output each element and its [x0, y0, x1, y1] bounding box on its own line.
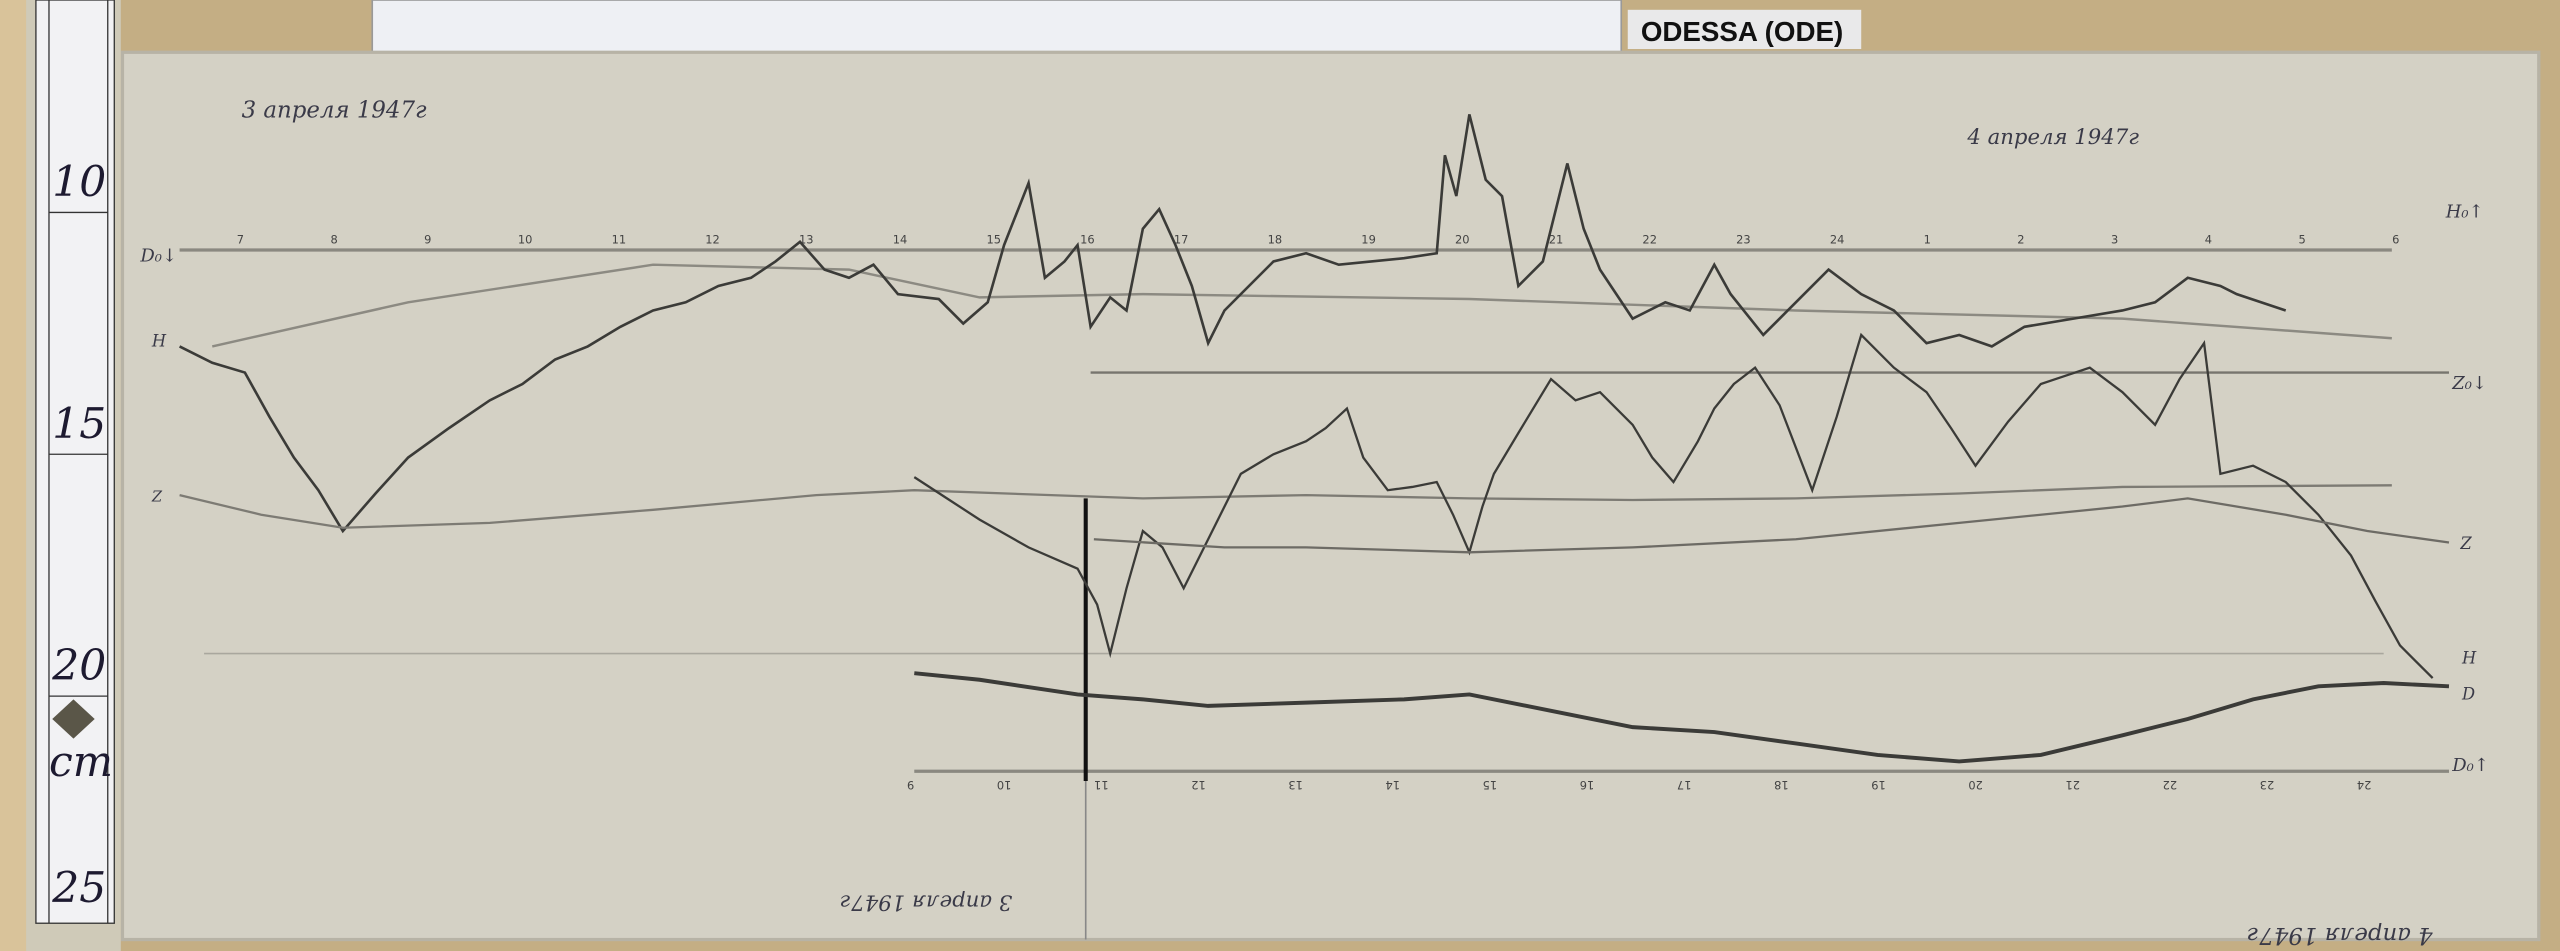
- hour-label-top: 8: [330, 232, 337, 246]
- hour-label-bottom: 24: [2357, 778, 2372, 792]
- hour-label-top: 20: [1455, 232, 1470, 246]
- date-day2: 4 апреля 1947г: [1966, 125, 2139, 150]
- hour-label-bottom: 9: [907, 778, 914, 792]
- hour-label-bottom: 20: [1968, 778, 1983, 792]
- hour-label-top: 22: [1642, 232, 1657, 246]
- hour-label-bottom: 19: [1871, 778, 1886, 792]
- hour-label-bottom: 11: [1094, 778, 1109, 792]
- label-h-right: H: [2461, 648, 2477, 667]
- hour-label-top: 2: [2017, 232, 2024, 246]
- hour-label-bottom: 12: [1191, 778, 1206, 792]
- ruler-mark-25: 25: [51, 864, 106, 913]
- hour-label-top: 1: [1924, 232, 1931, 246]
- hour-label-bottom: 22: [2163, 778, 2178, 792]
- trace-z-lower: [1093, 497, 2450, 554]
- top-card: [371, 0, 1623, 59]
- bottom-date-day1: 3 апреля 1947г: [840, 889, 1012, 914]
- label-d-bottom-right: D₀↑: [2451, 755, 2489, 776]
- label-d-top: D₀↓: [139, 245, 177, 266]
- label-z-right: Z₀↓: [2451, 373, 2487, 394]
- trace-d-smooth: [211, 263, 2392, 348]
- hour-label-bottom: 14: [1385, 778, 1400, 792]
- hour-label-bottom: 10: [997, 778, 1012, 792]
- hour-label-top: 16: [1080, 232, 1095, 246]
- label-h-right-top: H₀↑: [2445, 201, 2484, 222]
- hour-label-top: 14: [893, 232, 908, 246]
- trace-h-lower: [913, 332, 2434, 679]
- hour-label-bottom: 15: [1483, 778, 1498, 792]
- hour-label-bottom: 23: [2260, 778, 2275, 792]
- hour-label-top: 19: [1361, 232, 1376, 246]
- label-z-right2: Z: [2459, 534, 2472, 553]
- hour-label-top: 15: [986, 232, 1001, 246]
- hour-label-top: 3: [2111, 232, 2118, 246]
- ruler-mark-20: 20: [51, 642, 106, 691]
- hour-label-top: 6: [2392, 232, 2399, 246]
- trace-h-upper: [179, 114, 2287, 534]
- screw-icon: [52, 699, 95, 739]
- trace-z-upper: [179, 484, 2392, 529]
- hour-label-top: 5: [2298, 232, 2305, 246]
- hour-label-bottom: 17: [1677, 778, 1692, 792]
- hour-label-top: 24: [1830, 232, 1845, 246]
- station-label: ODESSA (ODE): [1627, 9, 1862, 50]
- bottom-date-day2: 4 апреля 1947г: [2247, 922, 2433, 948]
- ruler: 10 15 20 25 cm: [26, 0, 121, 951]
- hour-label-bottom: 16: [1580, 778, 1595, 792]
- ruler-mark-15: 15: [52, 400, 106, 449]
- hour-label-top: 12: [705, 232, 720, 246]
- label-h-left: H: [151, 331, 167, 350]
- hour-label-bottom: 13: [1288, 778, 1303, 792]
- hour-label-top: 7: [237, 232, 244, 246]
- hour-label-top: 21: [1549, 232, 1564, 246]
- hour-label-top: 9: [424, 232, 431, 246]
- hour-label-bottom: 21: [2065, 778, 2080, 792]
- hour-labels-top: 7 8 9 10 11 12 13 14 15 16 17 18 19 20 21 22 23 24 1 2 3 4 5 6: [237, 232, 2400, 246]
- hour-label-bottom: 18: [1774, 778, 1789, 792]
- ruler-mark-10: 10: [52, 158, 106, 207]
- hour-label-top: 18: [1268, 232, 1283, 246]
- hour-label-top: 23: [1736, 232, 1751, 246]
- station-label-text: ODESSA (ODE): [1641, 16, 1843, 47]
- ruler-unit: cm: [49, 738, 113, 787]
- hour-labels-bottom: 9 10 11 12 13 14 15 16 17 18 19 20 21 22 23 24: [907, 778, 2371, 792]
- hour-label-top: 4: [2205, 232, 2212, 246]
- hour-label-top: 11: [612, 232, 627, 246]
- hour-label-top: 10: [518, 232, 533, 246]
- label-d-right: D: [2461, 684, 2475, 703]
- label-z-left: Z: [151, 489, 163, 506]
- date-day1: 3 апреля 1947г: [242, 98, 427, 124]
- trace-d-lower: [914, 671, 2450, 764]
- hour-label-top: 17: [1174, 232, 1189, 246]
